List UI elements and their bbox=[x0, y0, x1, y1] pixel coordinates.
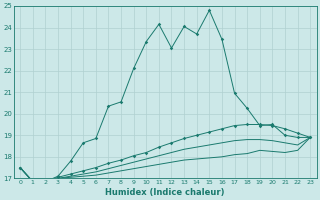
X-axis label: Humidex (Indice chaleur): Humidex (Indice chaleur) bbox=[106, 188, 225, 197]
